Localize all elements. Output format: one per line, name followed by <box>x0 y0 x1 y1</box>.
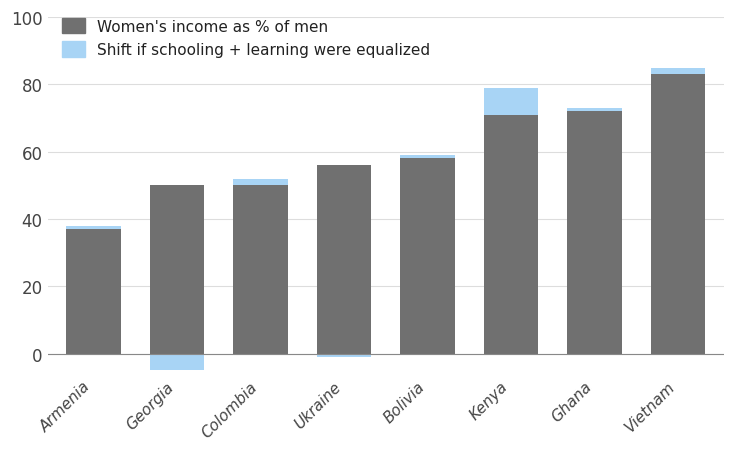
Bar <box>66 226 121 354</box>
Bar <box>484 115 538 354</box>
Bar <box>317 354 371 357</box>
Bar <box>650 69 705 354</box>
Bar <box>401 159 455 354</box>
Bar <box>401 156 455 354</box>
Bar <box>650 75 705 354</box>
Bar <box>567 109 622 354</box>
Bar <box>66 230 121 354</box>
Bar <box>484 88 538 354</box>
Bar <box>234 186 287 354</box>
Bar <box>150 354 204 371</box>
Bar <box>567 112 622 354</box>
Bar <box>150 186 204 354</box>
Bar <box>317 166 371 354</box>
Bar <box>234 179 287 354</box>
Legend: Women's income as % of men, Shift if schooling + learning were equalized: Women's income as % of men, Shift if sch… <box>62 18 430 58</box>
